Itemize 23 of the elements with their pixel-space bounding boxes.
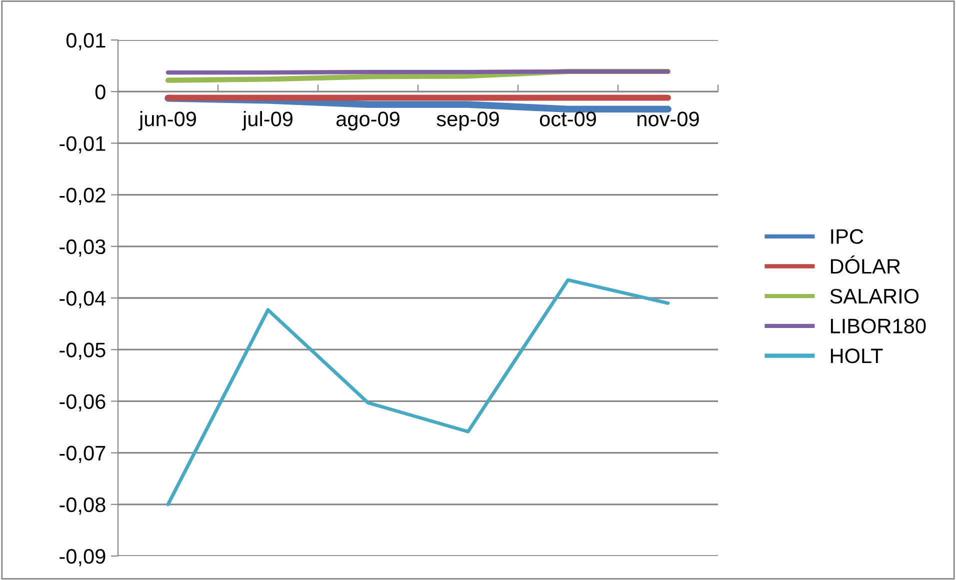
x-tick-label: jul-09 — [242, 111, 292, 130]
x-tick-label: oct-09 — [540, 112, 596, 126]
x-tick-label: ago-09 — [336, 112, 400, 130]
y-tick-label: -0,07 — [60, 446, 106, 464]
y-tick-label: -0,05 — [60, 342, 106, 360]
legend-label: HOLT — [830, 348, 883, 364]
y-tick-label: -0,08 — [60, 497, 106, 515]
y-tick-label: -0,06 — [60, 394, 106, 412]
x-tick-label: nov-09 — [638, 112, 699, 126]
y-tick-label: -0,01 — [60, 136, 106, 154]
line-series — [166, 278, 670, 506]
y-tick-label: -0,04 — [60, 291, 106, 308]
legend-label: SALARIO — [830, 288, 919, 304]
legend-label: DÓLAR — [830, 255, 900, 274]
y-tick-label: 0 — [95, 84, 106, 100]
y-tick-label: -0,09 — [60, 549, 106, 566]
y-tick-label: 0,01 — [66, 33, 106, 50]
legend-label: LIBOR180 — [830, 318, 926, 334]
x-tick-label: jun-09 — [138, 111, 196, 130]
legend-label: IPC — [831, 229, 864, 244]
y-tick-label: -0,02 — [60, 188, 106, 206]
y-tick-label: -0,03 — [60, 239, 106, 257]
x-tick-label: sep-09 — [436, 112, 499, 130]
